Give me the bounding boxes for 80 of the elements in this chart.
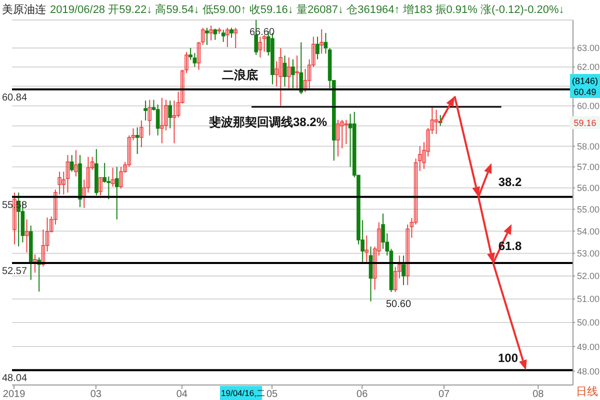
candlestick — [106, 176, 111, 200]
candlestick — [135, 126, 140, 155]
y-tick-label: 50.00 — [577, 318, 600, 328]
y-tick-label: 48.00 — [577, 366, 600, 376]
candlestick — [70, 154, 74, 172]
candlestick — [98, 177, 102, 196]
candlestick — [41, 229, 46, 267]
x-tick-label: 03 — [90, 389, 102, 400]
x-tick-label: 06 — [356, 389, 368, 400]
candlestick — [262, 34, 266, 52]
y-tick-label: 58.00 — [577, 141, 600, 152]
annotation: 二浪底 — [222, 68, 258, 82]
candlestick — [226, 27, 230, 48]
x-tick-label: 2019 — [2, 389, 26, 400]
candlestick — [221, 29, 226, 42]
candlestick — [144, 100, 148, 121]
x-tick-label: 08 — [532, 389, 544, 400]
candlestick — [66, 154, 70, 194]
candlestick — [299, 42, 304, 95]
candlestick — [258, 36, 262, 58]
x-tick-label: 07 — [438, 389, 450, 400]
candlestick — [148, 99, 152, 136]
candlestick — [172, 100, 176, 144]
chart-subtitle: 2019/06/28 开59.22↓ 高59.54↓ 低59.00↑ 收59.16↓ 量26087↓ 仓361964↑ 增183 振0.91% 涨(-0.12)-0.20%↓ — [50, 3, 564, 16]
candlestick — [209, 25, 213, 41]
ref-line-label: 52.57 — [2, 266, 28, 277]
text: 日线 — [576, 385, 598, 398]
annotation: 38.2 — [498, 175, 522, 189]
candlestick — [86, 156, 90, 194]
y-tick-label: 55.00 — [577, 204, 600, 215]
candlestick — [303, 68, 308, 93]
ref-line-label: 60.84 — [2, 92, 28, 104]
candlestick — [74, 150, 78, 177]
candlestick — [286, 56, 291, 89]
x-tick-label: 04 — [176, 389, 188, 400]
candlestick — [33, 254, 37, 274]
candlestick — [291, 58, 295, 89]
annotation: 59.16 — [574, 118, 596, 128]
y-tick-label: 49.00 — [577, 342, 600, 352]
y-tick-label: 62.00 — [577, 62, 600, 72]
candlestick — [344, 119, 348, 145]
y-tick-label: 52.00 — [577, 271, 600, 282]
candlestick — [402, 255, 406, 286]
y-tick-label: 57.00 — [577, 162, 600, 172]
candlestick — [119, 166, 123, 190]
candlestick — [320, 28, 324, 54]
y-tick-label: 60.00 — [577, 101, 600, 112]
x-tick-label: 05 — [266, 389, 278, 400]
candlestick — [110, 167, 115, 188]
candlestick — [434, 109, 438, 134]
y-tick-label: 63.00 — [577, 43, 600, 54]
candlestick — [213, 28, 218, 40]
y-tick-label: 51.00 — [577, 294, 600, 304]
y-tick-label: 54.00 — [577, 226, 600, 236]
candlestick — [364, 235, 369, 263]
annotation: 斐波那契回调线38.2% — [208, 115, 328, 129]
candlestick — [282, 55, 287, 87]
candlestick — [24, 219, 29, 253]
candlestick — [140, 120, 144, 148]
candlestick — [324, 32, 328, 54]
candlestick — [156, 104, 160, 136]
ref-line-label: 48.04 — [2, 373, 28, 384]
candlestick — [160, 97, 164, 144]
y-tick-label: 53.00 — [577, 248, 600, 259]
candlestick — [192, 52, 197, 68]
annotation: 100 — [498, 351, 518, 366]
candlestick — [414, 158, 418, 226]
candlestick — [168, 100, 172, 129]
candlestick — [234, 27, 238, 48]
candlestick — [114, 166, 119, 220]
y-tick-label: 56.00 — [577, 183, 600, 194]
candlestick — [205, 27, 209, 46]
annotation: 50.60 — [386, 299, 412, 310]
candlestick — [336, 119, 340, 157]
annotation: (8146) 60.49 — [572, 76, 598, 97]
candlestick — [278, 47, 283, 106]
candlestick — [316, 36, 320, 60]
candlestick — [230, 27, 234, 38]
candlestick — [393, 266, 398, 293]
chart-title: 美原油连 — [2, 4, 46, 16]
